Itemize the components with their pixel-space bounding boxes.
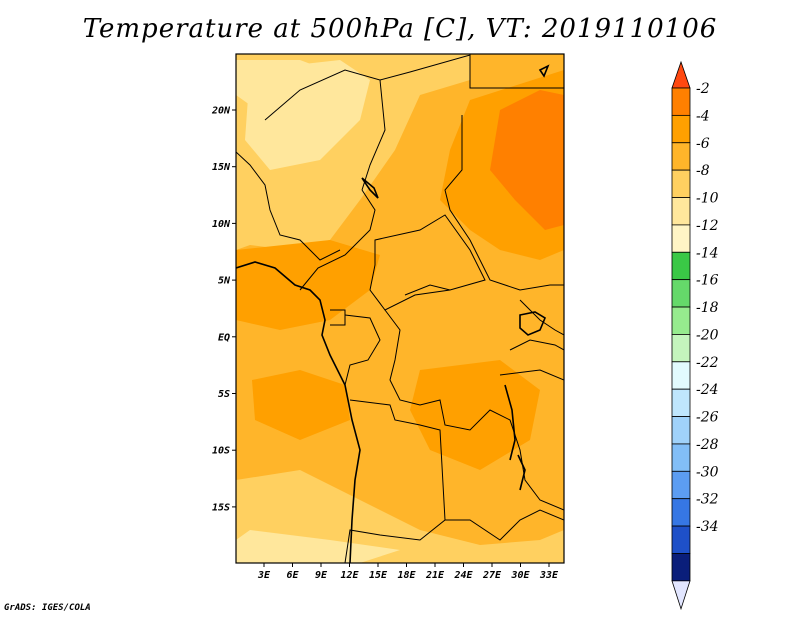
colorbar-swatch (671, 416, 691, 445)
colorbar-label: -14 (696, 245, 719, 261)
colorbar-swatch (671, 279, 691, 308)
colorbar-swatch (671, 197, 691, 226)
lon-label: 18E (397, 570, 416, 581)
lat-label: EQ (218, 332, 230, 343)
colorbar-label: -28 (696, 437, 719, 453)
temperature-field (236, 54, 564, 563)
colorbar-label: -30 (696, 464, 719, 480)
lon-label: 33E (539, 570, 559, 581)
lat-label: 15N (212, 162, 231, 173)
lat-label: 5S (218, 389, 230, 400)
field-region-south-10-to-12 (236, 530, 400, 563)
coastlines-and-lakes (236, 64, 550, 563)
border-drc-north (404, 284, 451, 296)
lat-label: 20N (211, 106, 231, 117)
colorbar-label: -26 (696, 410, 719, 426)
lat-label: 5N (218, 276, 231, 287)
lon-label: 12E (340, 570, 359, 581)
field-region-4-to-6-southeast (410, 360, 540, 470)
border-chad-cameroon (299, 189, 376, 291)
border-congo-drc (384, 309, 564, 511)
colorbar-label: -16 (696, 273, 719, 289)
lat-label: 10S (212, 446, 230, 457)
field-region-4-to-6-west (236, 240, 380, 330)
colorbar-label: -18 (696, 300, 719, 316)
border-sudan-chad-car (444, 115, 564, 291)
colorbar-label: -22 (696, 355, 719, 371)
border-equatorial-guinea (330, 309, 346, 326)
colorbar-swatch (671, 388, 691, 417)
colorbar-swatch (671, 443, 691, 472)
colorbar-label: -8 (696, 163, 710, 179)
colorbar-label: -24 (696, 382, 719, 398)
colorbar-swatch (671, 169, 691, 198)
field-region-4-to-6-southwest (252, 370, 350, 440)
lon-label: 27E (482, 570, 502, 581)
colorbar-swatch (671, 498, 691, 527)
colorbar-swatch (671, 87, 691, 116)
lake-mweru (517, 454, 526, 491)
political-borders (236, 54, 564, 563)
lat-label: 10N (212, 219, 231, 230)
lon-label: 3E (257, 570, 271, 581)
colorbar-label: -6 (696, 136, 710, 152)
lon-label: 30E (510, 570, 530, 581)
border-uganda (519, 299, 564, 336)
field-region-north-10-to-12 (236, 60, 340, 110)
coastline-atlantic (236, 261, 361, 563)
colorbar-swatch (671, 142, 691, 171)
colorbar-swatch (671, 525, 691, 554)
border-niger-nigeria (236, 151, 341, 261)
colorbar-swatch (671, 306, 691, 335)
colorbar: -2 -4 -6 -8 -10 -12 -14 -16 -18 -20 -22 -24 -26 -28 -3… (671, 60, 719, 611)
longitude-axis: 3E 6E 9E 12E 15E 18E 21E 24E 27E 30E 33E (257, 563, 559, 581)
grads-credit: GrADS: IGES/COLA (4, 603, 91, 613)
colorbar-swatch (671, 361, 691, 390)
colorbar-swatch (671, 114, 691, 144)
colorbar-swatch (671, 470, 691, 500)
colorbar-swatch (671, 334, 691, 363)
colorbar-label: -20 (696, 327, 719, 343)
border-zambia (445, 509, 564, 541)
field-region-2-to-4 (490, 90, 564, 230)
lat-label: 15S (212, 502, 230, 513)
border-libya-egypt-sudan (379, 54, 564, 89)
lon-label: 15E (369, 570, 388, 581)
colorbar-label: -32 (696, 492, 719, 508)
colorbar-swatch (671, 251, 691, 281)
lake-victoria (519, 311, 547, 336)
lake-nasser (538, 64, 550, 78)
colorbar-swatch (671, 553, 691, 582)
colorbar-label: -2 (696, 81, 710, 97)
chart-title: Temperature at 500hPa [C], VT: 201911010… (82, 14, 718, 44)
border-tanzania (499, 369, 564, 381)
border-gabon (344, 314, 381, 386)
colorbar-label: -12 (696, 218, 719, 234)
lon-label: 24E (453, 570, 473, 581)
lon-label: 9E (315, 570, 328, 581)
colorbar-label: -10 (696, 191, 719, 207)
colorbar-label: -4 (696, 108, 710, 124)
latitude-axis: 20N 15N 10N 5N EQ 5S 10S 15S (211, 106, 236, 513)
map-frame (235, 53, 565, 564)
colorbar-over-triangle (671, 60, 691, 89)
lon-label: 6E (286, 570, 299, 581)
lake-chad (361, 177, 379, 199)
colorbar-under-triangle (671, 580, 691, 611)
lake-tanganyika (504, 384, 516, 461)
colorbar-label: -34 (696, 519, 719, 535)
border-angola (344, 399, 446, 563)
border-kenya-uganda (509, 339, 564, 351)
lon-label: 21E (425, 570, 445, 581)
colorbar-swatch (671, 224, 691, 253)
